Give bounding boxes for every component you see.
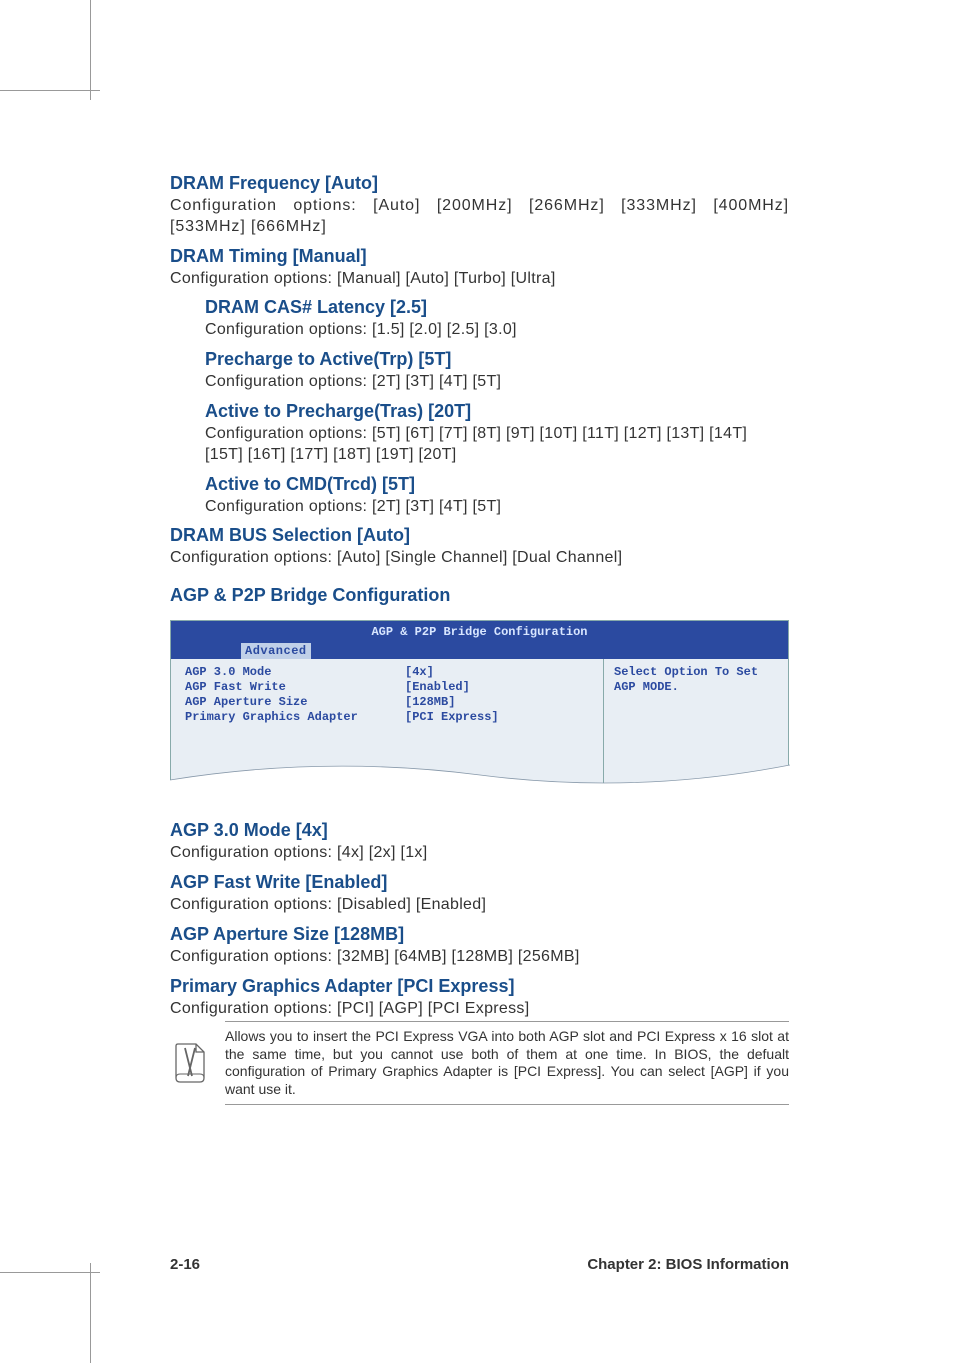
config-body: Configuration options: [2T] [3T] [4T] [5… — [205, 497, 789, 518]
note-block: Allows you to insert the PCI Express VGA… — [225, 1021, 789, 1105]
config-body: Configuration options: [4x] [2x] [1x] — [170, 843, 789, 864]
config-body: Configuration options: [5T] [6T] [7T] [8… — [205, 424, 789, 466]
note-text: Allows you to insert the PCI Express VGA… — [225, 1028, 789, 1098]
config-heading: AGP Fast Write [Enabled] — [170, 872, 789, 893]
bios-row-value: [128MB] — [405, 695, 455, 710]
crop-mark — [90, 1263, 91, 1363]
page-content: DRAM Frequency [Auto]Configuration optio… — [0, 0, 954, 1105]
config-body: Configuration options: [Auto] [Single Ch… — [170, 548, 789, 569]
bios-tab: Advanced — [241, 643, 311, 659]
config-heading: DRAM Timing [Manual] — [170, 246, 789, 267]
bios-row: AGP Fast Write[Enabled] — [185, 680, 593, 695]
config-body: Configuration options: [2T] [3T] [4T] [5… — [205, 372, 789, 393]
config-heading: Precharge to Active(Trp) [5T] — [205, 349, 789, 370]
bios-row-label: AGP Aperture Size — [185, 695, 405, 710]
chapter-title: Chapter 2: BIOS Information — [587, 1256, 789, 1273]
bios-row: AGP 3.0 Mode[4x] — [185, 665, 593, 680]
config-body: Configuration options: [32MB] [64MB] [12… — [170, 947, 789, 968]
page-number: 2-16 — [170, 1256, 200, 1273]
crop-mark — [90, 0, 91, 100]
crop-mark — [0, 1272, 100, 1273]
config-heading: DRAM CAS# Latency [2.5] — [205, 297, 789, 318]
crop-mark — [0, 90, 100, 91]
bios-row: Primary Graphics Adapter[PCI Express] — [185, 710, 593, 725]
config-heading: DRAM BUS Selection [Auto] — [170, 525, 789, 546]
config-heading: Primary Graphics Adapter [PCI Express] — [170, 976, 789, 997]
config-heading: Active to CMD(Trcd) [5T] — [205, 474, 789, 495]
page-footer: 2-16 Chapter 2: BIOS Information — [170, 1256, 789, 1273]
config-body: Configuration options: [Auto] [200MHz] [… — [170, 196, 789, 238]
note-icon — [170, 1028, 220, 1098]
config-heading: Active to Precharge(Tras) [20T] — [205, 401, 789, 422]
bios-row-value: [4x] — [405, 665, 434, 680]
bios-title: AGP & P2P Bridge Configuration — [171, 621, 788, 639]
config-body: Configuration options: [1.5] [2.0] [2.5]… — [205, 320, 789, 341]
bios-header: AGP & P2P Bridge Configuration Advanced — [171, 621, 788, 659]
config-body: Configuration options: [PCI] [AGP] [PCI … — [170, 999, 789, 1020]
config-heading: AGP Aperture Size [128MB] — [170, 924, 789, 945]
bios-row-label: AGP Fast Write — [185, 680, 405, 695]
config-heading: AGP 3.0 Mode [4x] — [170, 820, 789, 841]
config-body: Configuration options: [Manual] [Auto] [… — [170, 269, 789, 290]
bios-row-value: [Enabled] — [405, 680, 470, 695]
bridge-section-title: AGP & P2P Bridge Configuration — [170, 585, 789, 606]
bios-body: AGP 3.0 Mode[4x]AGP Fast Write[Enabled]A… — [171, 659, 788, 789]
bios-settings: AGP 3.0 Mode[4x]AGP Fast Write[Enabled]A… — [171, 659, 603, 789]
bios-row-value: [PCI Express] — [405, 710, 499, 725]
bios-row: AGP Aperture Size[128MB] — [185, 695, 593, 710]
bios-screenshot: AGP & P2P Bridge Configuration Advanced … — [170, 620, 789, 790]
bios-help: Select Option To Set AGP MODE. — [603, 659, 788, 789]
config-body: Configuration options: [Disabled] [Enabl… — [170, 895, 789, 916]
config-heading: DRAM Frequency [Auto] — [170, 173, 789, 194]
bios-row-label: AGP 3.0 Mode — [185, 665, 405, 680]
bios-row-label: Primary Graphics Adapter — [185, 710, 405, 725]
